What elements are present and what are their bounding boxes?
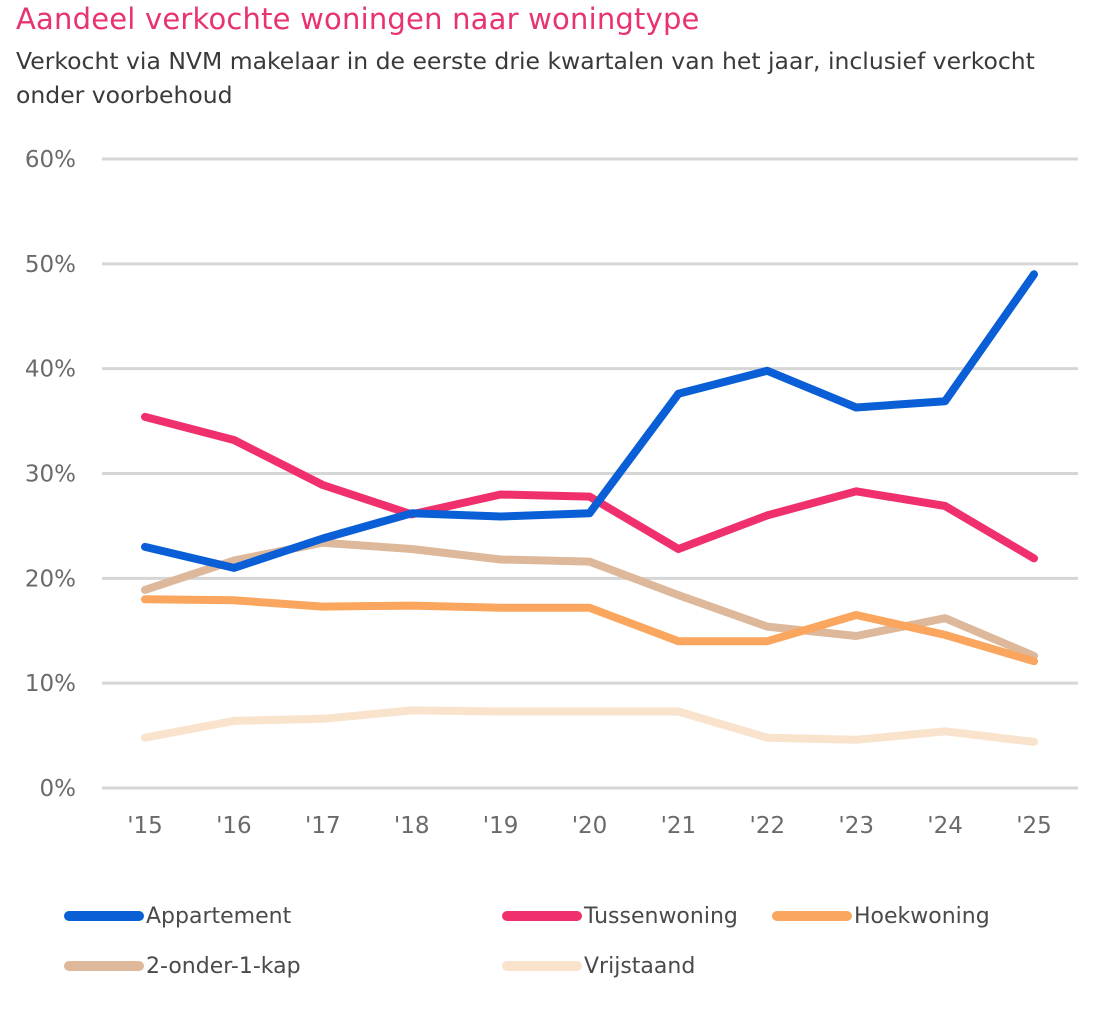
y-tick-label: 50% <box>25 252 76 278</box>
legend-label: Vrijstaand <box>584 953 696 979</box>
y-tick-label: 60% <box>25 147 76 173</box>
series-line-appartement <box>141 270 1038 572</box>
x-tick-label: '15 <box>127 813 163 839</box>
x-tick-label: '17 <box>305 813 341 839</box>
legend-item: 2-onder-1-kap <box>64 948 301 984</box>
series-line-tussenwoning <box>141 412 1038 563</box>
y-tick-label: 30% <box>25 462 76 488</box>
x-tick-label: '20 <box>572 813 608 839</box>
x-tick-label: '21 <box>661 813 697 839</box>
legend-swatch <box>502 961 582 971</box>
legend-item: Tussenwoning <box>502 898 738 934</box>
series-line-hoekwoning <box>141 595 1038 666</box>
legend-swatch <box>64 961 144 971</box>
series-line-2-onder-1-kap <box>141 538 1038 660</box>
x-tick-label: '23 <box>838 813 874 839</box>
legend-label: Appartement <box>146 903 292 929</box>
y-tick-label: 20% <box>25 566 76 592</box>
legend-item: Appartement <box>64 898 291 934</box>
legend-swatch <box>502 911 582 921</box>
x-tick-label: '24 <box>927 813 963 839</box>
series-line-vrijstaand <box>141 706 1038 746</box>
legend-swatch <box>64 911 144 921</box>
x-tick-label: '18 <box>394 813 430 839</box>
line-chart: 0%10%20%30%40%50%60% '15'16'17'18'19'20 '… <box>25 147 1078 839</box>
legend-swatch <box>772 911 852 921</box>
y-tick-label: 0% <box>40 776 77 802</box>
chart-subtitle: Verkocht via NVM makelaar in de eerste d… <box>16 47 1035 109</box>
legend-item: Vrijstaand <box>502 948 695 984</box>
legend-label: Hoekwoning <box>854 903 990 929</box>
x-tick-label: '16 <box>216 813 252 839</box>
legend-label: Tussenwoning <box>584 903 738 929</box>
gridlines <box>102 157 1078 790</box>
x-axis-ticks: '15 '16 '17 '18 '19 '20 '21 '22 '23 '24 '25 <box>127 813 1052 839</box>
x-tick-label: '19 <box>483 813 519 839</box>
chart-title: Aandeel verkochte woningen naar woningty… <box>16 2 700 36</box>
series-lines <box>141 270 1038 746</box>
y-axis-ticks: 0% 10% 20% 30% 40% 50% 60% <box>25 147 76 802</box>
legend-item: Hoekwoning <box>772 898 990 934</box>
x-tick-label: '25 <box>1016 813 1052 839</box>
x-tick-label: '22 <box>750 813 786 839</box>
y-tick-label: 10% <box>25 671 76 697</box>
y-tick-label: 40% <box>25 357 76 383</box>
legend-label: 2-onder-1-kap <box>146 953 301 979</box>
